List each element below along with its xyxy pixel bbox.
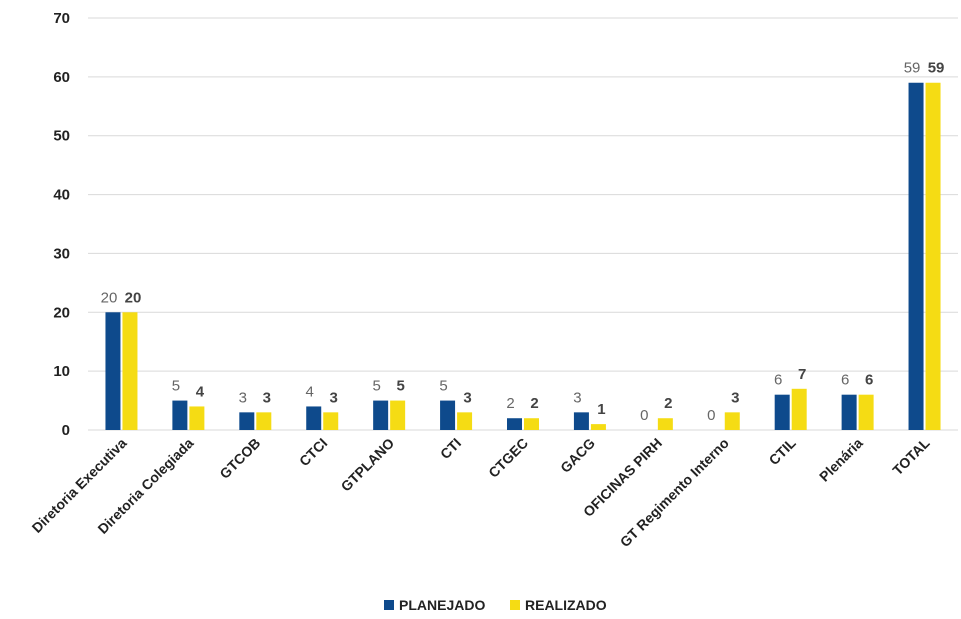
- data-label-realizado: 3: [263, 389, 271, 406]
- data-label-planejado: 5: [372, 378, 380, 395]
- data-label-planejado: 0: [707, 407, 715, 424]
- bar-realizado: [457, 412, 473, 430]
- y-tick-label: 30: [53, 245, 70, 262]
- y-tick-label: 40: [53, 187, 70, 204]
- y-tick-label: 70: [53, 10, 70, 27]
- legend-label-realizado: REALIZADO: [525, 597, 607, 613]
- data-label-realizado: 2: [530, 395, 538, 412]
- bar-realizado: [524, 418, 539, 430]
- data-label-realizado: 5: [396, 378, 404, 395]
- bar-planejado: [239, 412, 255, 430]
- bars: [105, 82, 941, 430]
- bar-planejado: [172, 400, 188, 430]
- bar-planejado: [774, 394, 790, 430]
- gridlines: [88, 17, 958, 431]
- legend-swatch-realizado: [510, 600, 520, 610]
- x-category-label: CTI: [437, 435, 464, 462]
- bar-planejado: [507, 418, 522, 430]
- legend-label-planejado: PLANEJADO: [399, 597, 485, 613]
- x-category-label: Plenária: [816, 435, 866, 485]
- data-label-planejado: 20: [101, 289, 118, 306]
- x-category-label: CTIL: [766, 434, 800, 468]
- bar-realizado: [189, 406, 205, 430]
- x-category-label: TOTAL: [889, 434, 933, 478]
- data-label-realizado: 20: [125, 289, 142, 306]
- x-category-label: GTPLANO: [338, 435, 398, 495]
- y-axis: 0 10 20 30 40 50 60 70: [53, 10, 70, 439]
- bar-realizado: [323, 412, 339, 430]
- y-tick-label: 0: [62, 422, 70, 439]
- data-label-planejado: 5: [172, 378, 180, 395]
- bar-realizado: [590, 424, 606, 430]
- bar-planejado: [573, 412, 589, 430]
- bar-planejado: [105, 312, 121, 430]
- bar-realizado: [390, 400, 406, 430]
- y-tick-label: 60: [53, 69, 70, 86]
- x-category-label: CTGEC: [485, 435, 531, 481]
- data-label-planejado: 3: [239, 389, 247, 406]
- data-label-planejado: 6: [841, 372, 849, 389]
- bar-realizado: [256, 412, 272, 430]
- bar-realizado: [657, 418, 673, 430]
- bar-planejado: [306, 406, 322, 430]
- bar-realizado: [122, 312, 138, 430]
- x-category-label: GTCOB: [216, 435, 263, 482]
- x-category-label: CTCI: [296, 435, 330, 469]
- data-label-planejado: 5: [439, 378, 447, 395]
- y-tick-label: 50: [53, 128, 70, 145]
- data-label-realizado: 4: [196, 383, 205, 400]
- data-label-realizado: 59: [928, 60, 945, 77]
- data-label-realizado: 3: [463, 389, 471, 406]
- y-tick-label: 10: [53, 363, 70, 380]
- data-label-planejado: 0: [640, 407, 648, 424]
- bar-realizado: [791, 388, 807, 430]
- bar-planejado: [440, 400, 456, 430]
- data-label-realizado: 1: [597, 401, 605, 418]
- data-label-planejado: 3: [573, 389, 581, 406]
- bar-realizado: [925, 82, 941, 430]
- y-tick-label: 20: [53, 304, 70, 321]
- data-label-realizado: 3: [330, 389, 338, 406]
- legend: PLANEJADO REALIZADO: [384, 597, 607, 613]
- data-label-planejado: 4: [306, 383, 314, 400]
- data-label-realizado: 7: [798, 366, 806, 383]
- bar-planejado: [841, 394, 857, 430]
- data-label-realizado: 6: [865, 372, 873, 389]
- x-category-label: GACG: [557, 435, 598, 476]
- data-label-realizado: 2: [664, 395, 672, 412]
- data-label-planejado: 6: [774, 372, 782, 389]
- data-label-planejado: 59: [904, 60, 921, 77]
- data-label-planejado: 2: [506, 395, 514, 412]
- bar-planejado: [908, 82, 924, 430]
- data-label-realizado: 3: [731, 389, 739, 406]
- bar-realizado: [858, 394, 874, 430]
- legend-swatch-planejado: [384, 600, 394, 610]
- bar-planejado: [373, 400, 389, 430]
- bar-realizado: [724, 412, 740, 430]
- x-category-label: GT Regimento Interno: [617, 435, 732, 550]
